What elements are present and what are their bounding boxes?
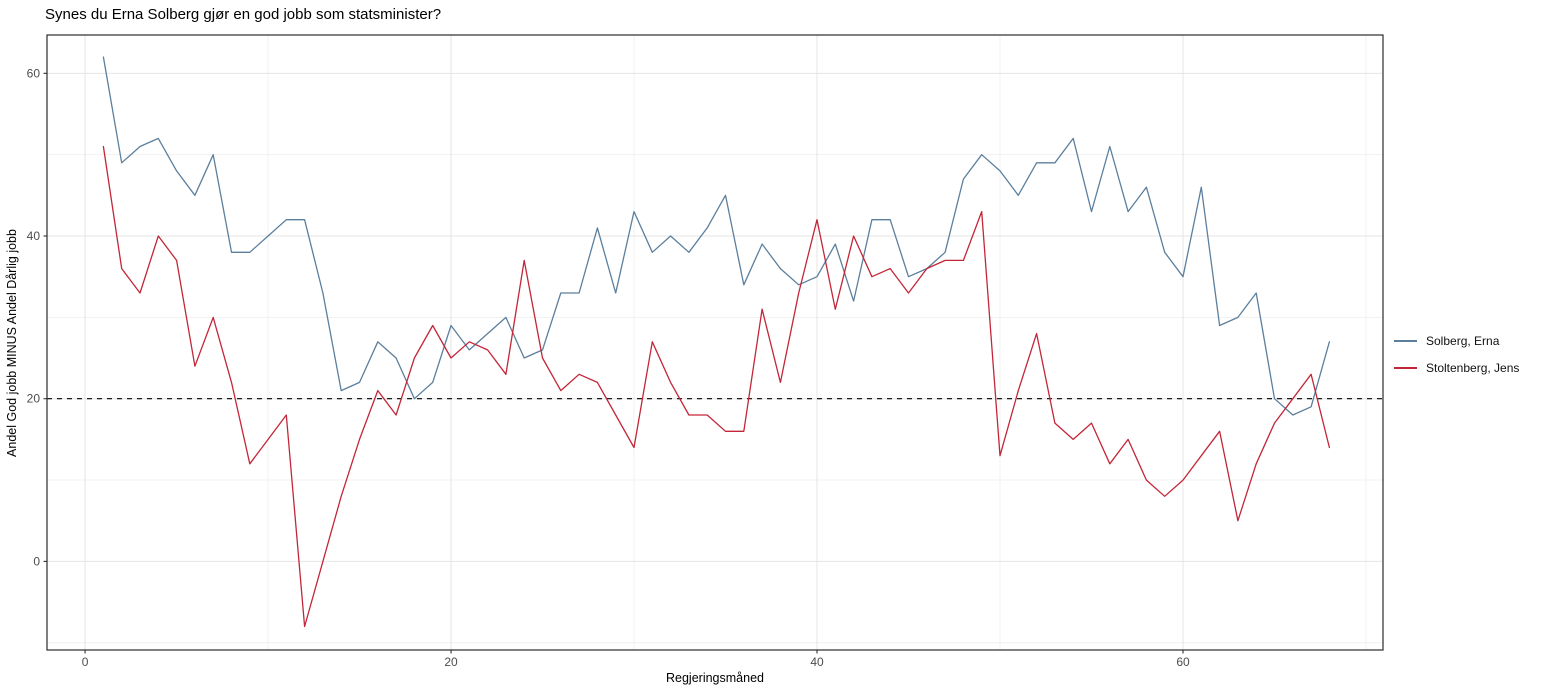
y-axis-label: Andel God jobb MINUS Andel Dårlig jobb (5, 229, 19, 457)
legend-item-stoltenberg: Stoltenberg, Jens (1394, 358, 1519, 378)
y-tick-label: 40 (27, 229, 41, 243)
x-tick-label: 0 (82, 655, 89, 669)
legend-label-solberg: Solberg, Erna (1426, 334, 1500, 348)
y-tick-label: 60 (27, 66, 41, 80)
page-title: Synes du Erna Solberg gjør en god jobb s… (45, 6, 442, 23)
y-tick-label: 0 (33, 554, 40, 568)
legend-label-stoltenberg: Stoltenberg, Jens (1426, 361, 1520, 375)
x-tick-label: 60 (1176, 655, 1190, 669)
legend: Solberg, Erna Stoltenberg, Jens (1394, 331, 1519, 385)
x-axis-label: Regjeringsmåned (666, 671, 764, 685)
x-tick-label: 40 (810, 655, 824, 669)
axis-ticks: 0 20 40 60 0 20 40 60 (27, 66, 1190, 669)
gridlines-minor (47, 35, 1383, 650)
panel-border (46, 34, 1384, 651)
y-tick-label: 20 (27, 392, 41, 406)
legend-swatch-solberg (1394, 340, 1417, 342)
series-line-stoltenberg (102, 145, 1331, 628)
legend-item-solberg: Solberg, Erna (1394, 331, 1519, 351)
x-tick-label: 20 (444, 655, 458, 669)
plot-panel (47, 35, 1383, 650)
series-line-solberg (102, 56, 1331, 416)
legend-swatch-stoltenberg (1394, 367, 1417, 369)
